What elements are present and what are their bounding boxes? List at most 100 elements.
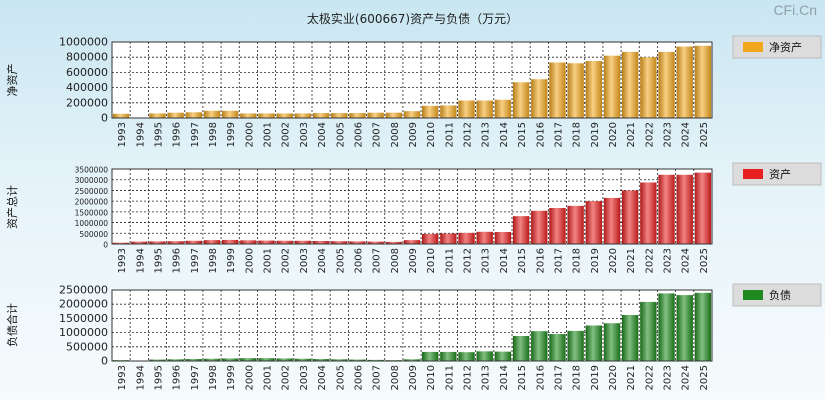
x-tick-label: 2017 [553, 365, 564, 390]
bar-2006 [349, 113, 366, 118]
bar-1997 [185, 112, 202, 118]
bar-2024 [676, 295, 693, 361]
x-tick-label: 2009 [408, 122, 419, 147]
legend-box [732, 162, 822, 186]
x-tick-label: 2025 [699, 365, 710, 390]
legend-label: 净资产 [769, 40, 802, 54]
bar-2017 [549, 208, 566, 244]
bar-2021 [622, 314, 639, 361]
bar-2006 [349, 359, 366, 361]
bar-2014 [494, 232, 512, 244]
bar-2004 [312, 241, 330, 244]
y-tick-label: 1000000 [59, 36, 108, 49]
watermark: CFi.Cn [773, 2, 817, 18]
bar-2009 [403, 111, 421, 118]
x-tick-label: 1997 [190, 122, 201, 147]
x-tick-label: 2000 [244, 122, 255, 147]
legend-swatch [743, 169, 763, 179]
bar-1994 [131, 241, 148, 244]
x-tick-label: 2011 [444, 248, 455, 273]
x-tick-label: 2014 [499, 365, 510, 390]
x-tick-label: 1998 [208, 365, 219, 390]
x-tick-label: 2004 [317, 122, 328, 147]
x-tick-label: 2018 [572, 122, 583, 147]
x-tick-label: 2020 [608, 122, 619, 147]
x-tick-label: 2022 [644, 248, 655, 273]
bar-2021 [622, 190, 639, 244]
y-tick-label: 1000000 [75, 219, 109, 228]
y-tick-label: 0 [101, 112, 108, 125]
x-tick-label: 2011 [444, 365, 455, 390]
x-tick-label: 2003 [299, 365, 310, 390]
bar-2025 [694, 45, 712, 118]
y-tick-label: 3500000 [75, 166, 109, 175]
y-tick-label: 1000000 [59, 326, 108, 339]
x-tick-label: 1994 [135, 365, 146, 390]
bar-1999 [222, 110, 239, 118]
bar-2024 [676, 46, 693, 119]
x-tick-label: 2013 [481, 122, 492, 147]
bar-2007 [367, 241, 384, 244]
x-tick-label: 1995 [153, 248, 164, 273]
y-tick-label: 400000 [66, 81, 108, 94]
bar-1999 [222, 358, 239, 361]
bar-2023 [658, 293, 675, 361]
bar-2007 [367, 359, 384, 361]
x-tick-label: 2007 [372, 365, 383, 390]
bar-2004 [312, 359, 330, 361]
x-tick-label: 2022 [644, 365, 655, 390]
x-tick-label: 1999 [226, 248, 237, 273]
x-tick-label: 2012 [463, 122, 474, 147]
plot-border [111, 289, 713, 362]
x-tick-label: 1999 [226, 365, 237, 390]
x-tick-label: 2014 [499, 122, 510, 147]
bar-1998 [203, 240, 221, 244]
x-tick-label: 1995 [153, 122, 164, 147]
x-tick-label: 2007 [372, 122, 383, 147]
x-tick-label: 2005 [335, 122, 346, 147]
bar-1995 [149, 241, 166, 244]
plot-border [111, 168, 713, 245]
bar-2001 [258, 240, 275, 244]
bar-1998 [203, 110, 221, 118]
bar-2000 [240, 358, 257, 361]
x-tick-label: 1997 [190, 365, 201, 390]
bar-2022 [640, 182, 657, 244]
bar-2015 [512, 336, 530, 361]
bar-2014 [494, 351, 512, 361]
x-tick-label: 2016 [535, 122, 546, 147]
y-tick-label: 3000000 [75, 176, 109, 185]
bar-2018 [567, 63, 584, 118]
x-tick-label: 2013 [481, 365, 492, 390]
x-tick-label: 2001 [263, 365, 274, 390]
legend-label: 负债 [769, 288, 791, 302]
x-tick-label: 2009 [408, 248, 419, 273]
bar-2014 [494, 99, 512, 118]
bar-1993 [112, 113, 130, 118]
bar-2008 [385, 112, 402, 118]
bar-1996 [167, 359, 184, 361]
bar-2011 [440, 105, 457, 118]
x-tick-label: 2008 [390, 365, 401, 390]
legend-box [732, 35, 822, 59]
x-tick-label: 2025 [699, 122, 710, 147]
legend-box [732, 283, 822, 307]
bar-2019 [585, 201, 602, 244]
y-tick-label: 600000 [66, 66, 108, 79]
bar-2022 [640, 301, 657, 361]
plot-border [111, 41, 713, 119]
x-tick-label: 1999 [226, 122, 237, 147]
x-tick-label: 2024 [681, 365, 692, 390]
x-tick-label: 2019 [590, 122, 601, 147]
bar-2008 [385, 241, 402, 244]
bar-1996 [167, 112, 184, 118]
bar-2011 [440, 233, 457, 244]
x-tick-label: 2003 [299, 248, 310, 273]
bar-1997 [185, 359, 202, 361]
bar-2002 [276, 240, 293, 244]
bar-2003 [294, 113, 312, 118]
y-tick-label: 2500000 [75, 187, 109, 196]
y-tick-label: 500000 [66, 340, 108, 353]
